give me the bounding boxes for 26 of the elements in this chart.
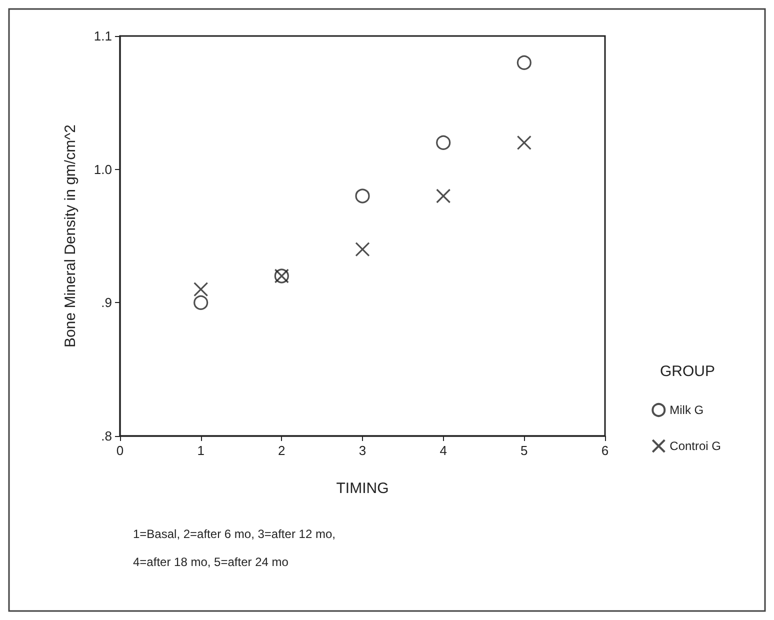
y-tick-label: .8: [101, 428, 112, 444]
x-tick-label: 0: [116, 443, 124, 458]
text: 4=after 18 mo, 5=after 24 mo: [133, 555, 289, 569]
x-tick-label: 3: [358, 443, 366, 458]
point: [355, 188, 370, 204]
point: [194, 295, 208, 310]
x-axis-title: TIMING: [336, 480, 389, 497]
y-tick-label: 1.1: [94, 28, 112, 44]
point: [516, 135, 532, 150]
x-tick-label: 6: [601, 443, 609, 458]
legend-label: Milk G: [670, 403, 704, 417]
point: [516, 55, 532, 70]
x-tick-label: 1: [197, 443, 204, 458]
x-tick-label: 4: [440, 443, 447, 458]
x-tick-label: 5: [520, 443, 528, 458]
y-axis-title: Bone Mineral Density in gm/cm^2: [62, 124, 79, 348]
point: [436, 135, 451, 150]
x-tick-label: 2: [278, 443, 286, 458]
legend-title: GROUP: [660, 363, 716, 380]
legend-label: Controi G: [670, 439, 722, 453]
text: 1=Basal, 2=after 6 mo, 3=after 12 mo,: [133, 527, 336, 541]
point: [436, 188, 451, 204]
point: [194, 282, 208, 297]
y-tick-label: 1.0: [94, 162, 112, 177]
point: [355, 242, 370, 257]
y-tick-label: .9: [101, 295, 112, 310]
